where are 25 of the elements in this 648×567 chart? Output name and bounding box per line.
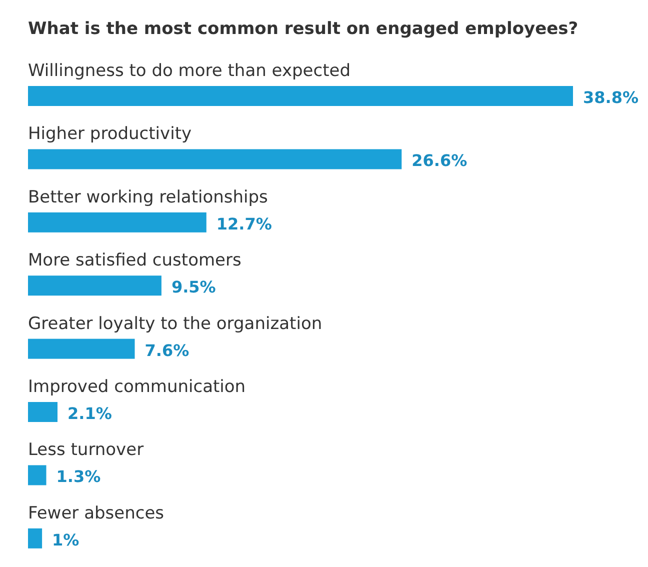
data-label: 7.6%: [144, 340, 190, 360]
y-tick-label: Fewer absences: [28, 503, 164, 524]
data-label: 1.3%: [56, 467, 101, 486]
bar: [28, 212, 206, 232]
chart-title: What is the most common result on engaged employees?: [28, 19, 578, 39]
y-tick-label: Higher productivity: [28, 124, 192, 144]
y-tick-label: Willingness to do more than expected: [28, 61, 351, 81]
bar: [28, 276, 162, 296]
y-tick-label: More satisfied customers: [28, 250, 242, 271]
data-label: 2.1%: [67, 404, 112, 423]
y-tick-label: Better working relationships: [28, 187, 268, 208]
bar: [28, 86, 573, 106]
bar: [28, 465, 46, 486]
y-tick-label: Greater loyalty to the organization: [28, 314, 322, 334]
data-label: 9.5%: [171, 278, 216, 297]
data-label: 12.7%: [216, 214, 272, 234]
bar: [28, 149, 402, 170]
y-tick-label: Less turnover: [28, 440, 144, 460]
data-label: 38.8%: [583, 88, 639, 107]
bar: [28, 338, 135, 359]
bar: [28, 528, 42, 548]
data-label: 26.6%: [412, 151, 468, 170]
y-tick-label: Improved communication: [28, 377, 246, 397]
bar: [28, 402, 58, 422]
data-label: 1%: [52, 530, 80, 550]
